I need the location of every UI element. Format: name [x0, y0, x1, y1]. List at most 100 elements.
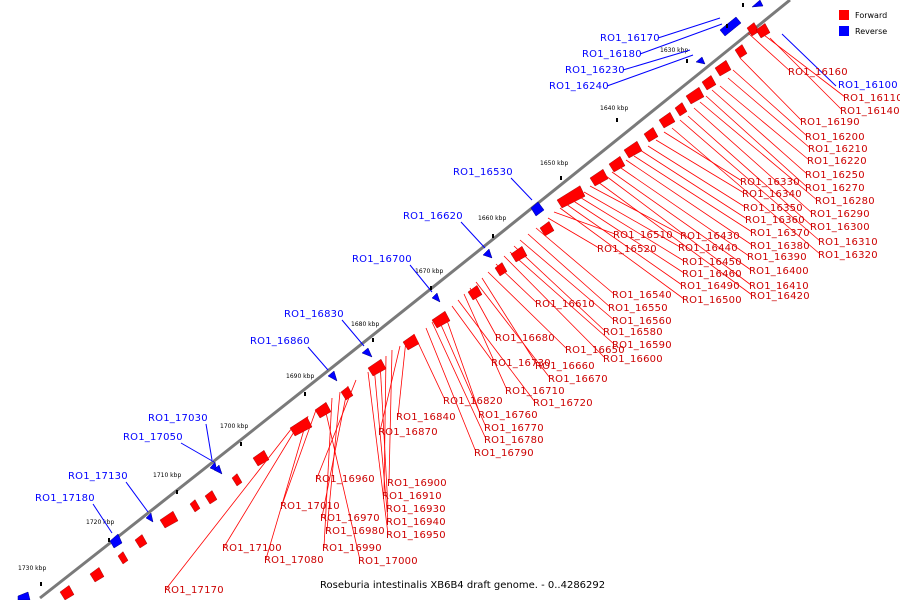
leader-line: [571, 199, 685, 274]
genome-backbone: [39, 0, 791, 600]
gene-label-forward: RO1_16960: [315, 474, 375, 485]
leader-line: [781, 33, 837, 87]
tick-mark: [430, 286, 432, 290]
gene-label-reverse: RO1_17050: [123, 432, 183, 443]
gene-label-forward: RO1_16610: [535, 299, 595, 310]
gene-label-forward: RO1_16990: [322, 543, 382, 554]
leader-line: [323, 403, 361, 561]
gene-label-forward: RO1_16940: [386, 517, 446, 528]
gene-reverse-left-edge: [17, 591, 31, 600]
gene-label-forward: RO1_16590: [612, 340, 672, 351]
leader-line: [373, 365, 389, 522]
gene-label-forward: RO1_17080: [264, 555, 324, 566]
leader-line: [281, 409, 317, 506]
legend-reverse-swatch: [839, 26, 849, 36]
gene-label-forward: RO1_16730: [491, 358, 551, 369]
leader-line: [460, 221, 486, 249]
gene-label-forward: RO1_16680: [495, 333, 555, 344]
gene-label-forward: RO1_16460: [682, 269, 742, 280]
gene-forward-glyph: [340, 386, 354, 401]
leader-line: [409, 264, 433, 293]
gene-label-reverse: RO1_17030: [148, 413, 208, 424]
gene-label-reverse: RO1_16240: [549, 81, 609, 92]
leader-line: [639, 149, 748, 220]
gene-label-forward: RO1_16160: [788, 67, 848, 78]
gene-label-forward: RO1_16110: [843, 93, 900, 104]
gene-reverse-RO1_16240: [695, 56, 706, 65]
gene-label-reverse: RO1_16230: [565, 65, 625, 76]
gene-reverse-RO1_16830: [361, 347, 373, 358]
tick-mark: [492, 234, 494, 238]
leader-line: [431, 321, 487, 440]
leader-line: [463, 293, 508, 391]
legend-forward-label: Forward: [855, 11, 887, 20]
gene-forward-glyph: [510, 246, 528, 263]
leader-line: [639, 23, 723, 55]
gene-forward-glyph: [89, 567, 105, 583]
leader-line: [503, 255, 606, 359]
legend-forward-swatch: [839, 10, 849, 20]
gene-forward-glyph: [314, 402, 332, 419]
gene-label-forward: RO1_16520: [597, 244, 657, 255]
gene-label-forward: RO1_16290: [810, 209, 870, 220]
gene-forward-glyph: [701, 75, 717, 91]
gene-label-forward: RO1_17000: [358, 556, 418, 567]
gene-forward-glyph: [623, 140, 643, 159]
gene-label-forward: RO1_16580: [603, 327, 663, 338]
kbp-tick: 1680 kbp: [351, 321, 379, 328]
gene-forward-glyph: [402, 334, 420, 351]
gene-label-forward: RO1_16270: [805, 183, 865, 194]
tick-mark: [560, 176, 562, 180]
gene-label-reverse: RO1_16830: [284, 309, 344, 320]
gene-label-forward: RO1_16340: [742, 189, 802, 200]
gene-label-forward: RO1_16500: [682, 295, 742, 306]
gene-forward-glyph: [539, 221, 555, 237]
leader-line: [693, 107, 813, 214]
leader-line: [699, 101, 818, 201]
gene-label-forward: RO1_16430: [680, 231, 740, 242]
leader-line: [509, 251, 615, 345]
leader-line: [565, 203, 683, 286]
leader-line: [657, 17, 721, 39]
gene-forward-glyph: [755, 23, 771, 39]
gene-label-forward: RO1_16560: [612, 316, 672, 327]
leader-line: [617, 165, 750, 257]
leader-line: [425, 327, 477, 453]
gene-label-forward: RO1_16200: [805, 132, 865, 143]
reverse-genes: [17, 0, 764, 600]
kbp-tick: 1630 kbp: [660, 47, 688, 54]
gene-forward-glyph: [252, 450, 270, 467]
gene-label-forward: RO1_16280: [815, 196, 875, 207]
kbp-tick: 1710 kbp: [153, 472, 181, 479]
gene-forward-glyph: [367, 358, 387, 377]
gene-label-forward: RO1_16320: [818, 250, 878, 261]
leader-line: [510, 177, 533, 201]
gene-label-forward: RO1_16440: [678, 243, 738, 254]
tick-mark: [176, 490, 178, 494]
gene-label-reverse: RO1_16860: [250, 336, 310, 347]
kbp-tick: 1660 kbp: [478, 215, 506, 222]
leader-line: [223, 421, 301, 548]
map-caption: Roseburia intestinalis XB6B4 draft genom…: [320, 580, 605, 591]
gene-label-forward: RO1_17170: [164, 585, 224, 596]
leader-line: [469, 287, 498, 338]
kbp-tick: 1700 kbp: [220, 423, 248, 430]
leader-line: [495, 263, 538, 304]
gene-label-forward: RO1_16650: [565, 345, 625, 356]
gene-forward-glyph: [231, 473, 243, 487]
gene-forward-glyph: [204, 490, 218, 505]
kbp-tick: 1720 kbp: [86, 519, 114, 526]
gene-label-forward: RO1_16770: [484, 423, 544, 434]
gene-forward-glyph: [556, 185, 586, 209]
leader-line: [323, 397, 333, 548]
gene-label-forward: RO1_16330: [740, 177, 800, 188]
leader-line: [633, 155, 753, 233]
gene-label-reverse: RO1_16530: [453, 167, 513, 178]
gene-label-forward: RO1_16790: [474, 448, 534, 459]
gene-label-forward: RO1_16190: [800, 117, 860, 128]
gene-label-forward: RO1_16220: [807, 156, 867, 167]
tick-mark: [726, 24, 728, 28]
